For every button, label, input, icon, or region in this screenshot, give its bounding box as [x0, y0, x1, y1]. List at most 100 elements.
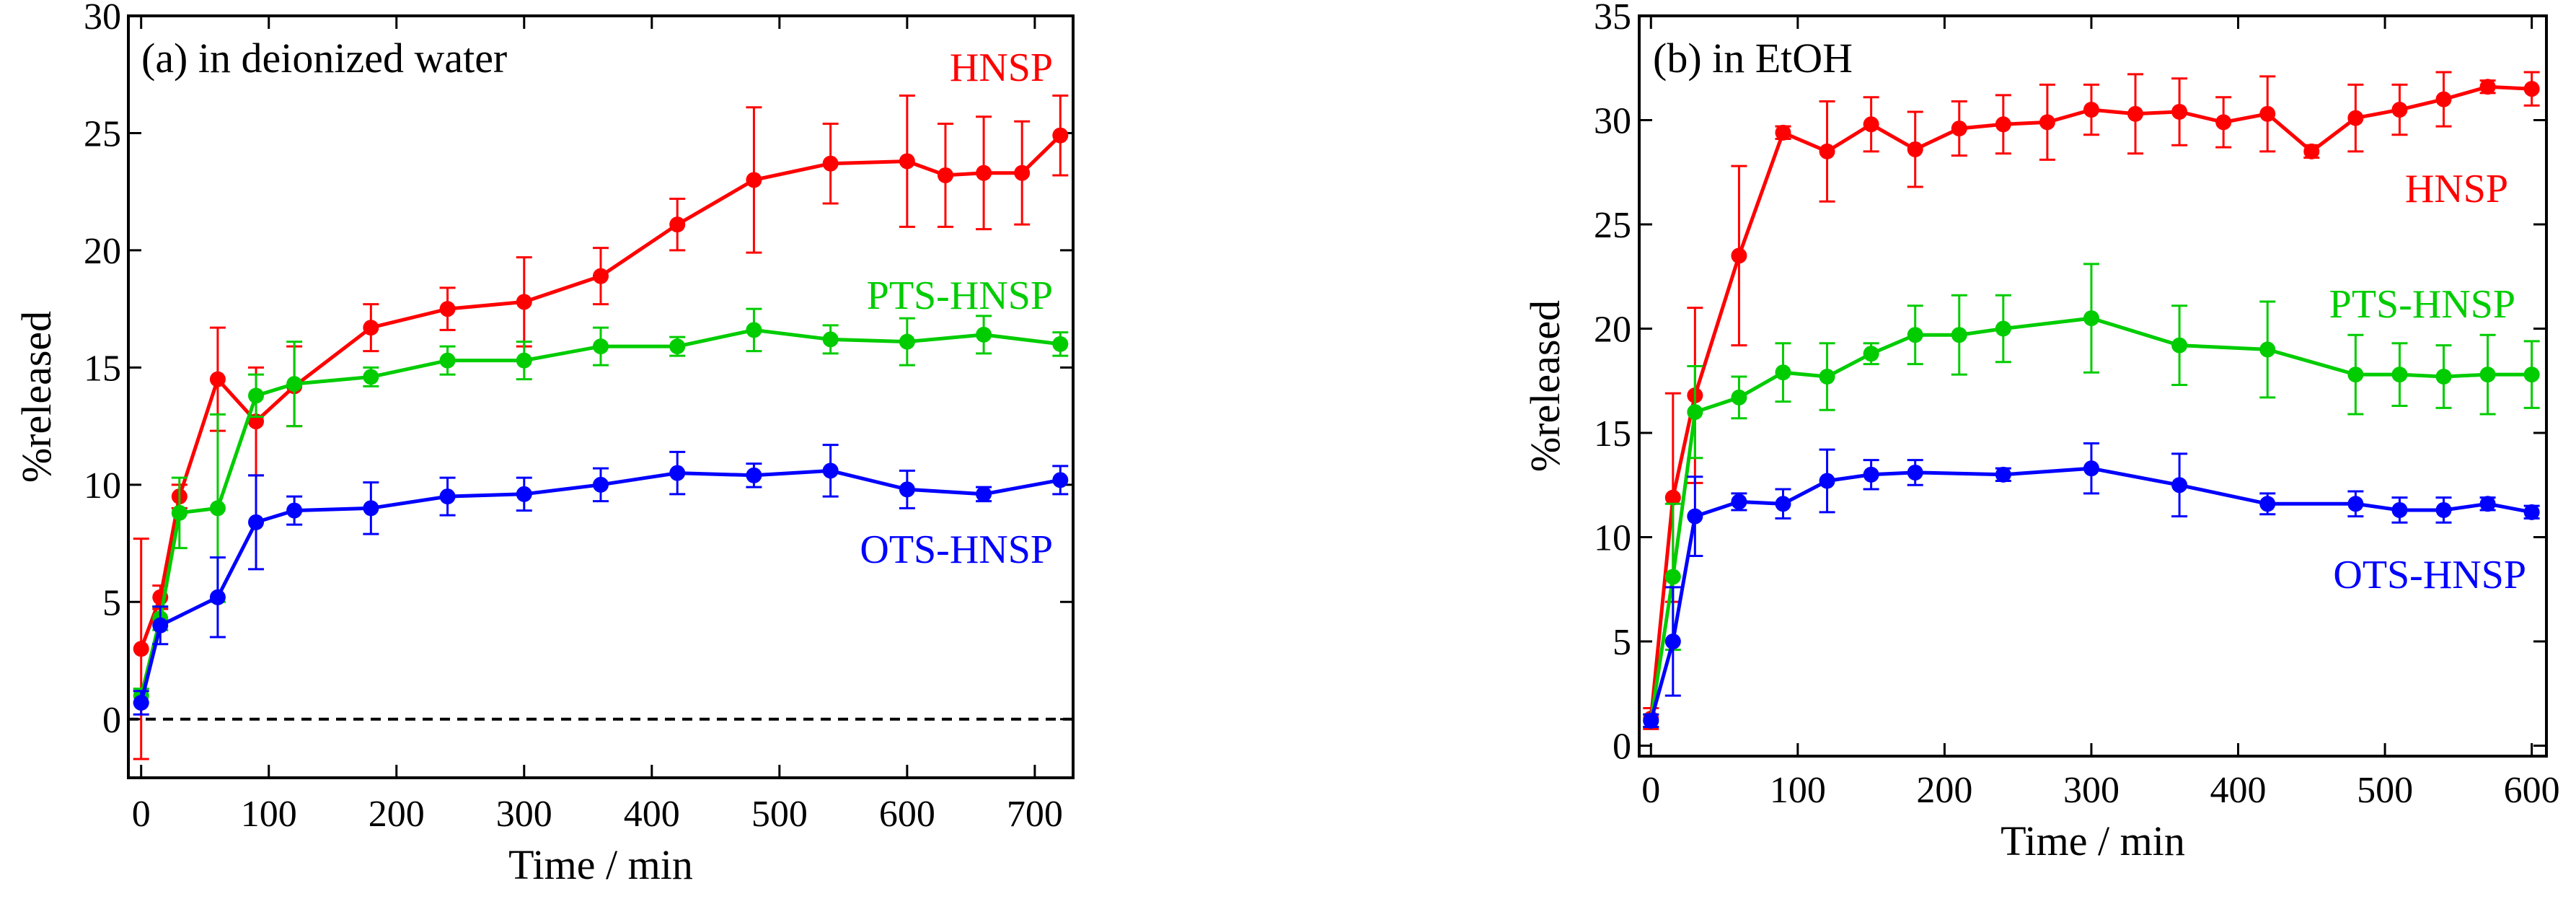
panel-a-data-point-ots-hnsp: [209, 589, 226, 605]
panel-b-data-point-pts-hnsp: [2391, 367, 2408, 383]
panel-a-series-label-ots-hnsp: OTS-HNSP: [860, 527, 1053, 572]
panel-a-data-point-ots-hnsp: [593, 476, 609, 493]
panel-b-data-point-pts-hnsp: [1819, 368, 1835, 385]
panel-b-data-point-pts-hnsp: [2435, 368, 2452, 385]
panel-a-x-tick-label: 500: [751, 794, 808, 835]
panel-a-data-point-hnsp: [516, 294, 532, 310]
panel-b-data-point-pts-hnsp: [1687, 404, 1703, 421]
panel-a-data-point-ots-hnsp: [976, 486, 992, 502]
panel-a-series-line-pts-hnsp: [139, 328, 1061, 696]
panel-a-data-point-ots-hnsp: [746, 467, 762, 483]
panel-b-data-point-ots-hnsp: [2171, 477, 2188, 494]
panel-b-data-point-hnsp: [2215, 114, 2232, 131]
panel-a-x-tick-label: 400: [624, 794, 680, 835]
panel-a-data-point-hnsp: [209, 371, 226, 387]
panel-b-y-tick-label: 0: [1613, 727, 1631, 768]
panel-b-data-point-hnsp: [2479, 79, 2496, 95]
panel-b-data-point-pts-hnsp: [2171, 337, 2188, 354]
panel-a-x-tick-label: 700: [1007, 794, 1063, 835]
panel-a-y-tick-label: 5: [102, 582, 121, 623]
panel-a-chart: 0 100 200 300 400 500 600 700 0 5 10 15 20 25 30 HNSP PT…: [13, 0, 1075, 888]
panel-a-data-point-ots-hnsp: [286, 502, 303, 519]
panel-b-data-point-ots-hnsp: [1775, 496, 1791, 512]
panel-a-data-point-hnsp: [1014, 165, 1031, 181]
panel-b-data-point-hnsp: [1995, 116, 2011, 133]
panel-b-data-point-hnsp: [2127, 105, 2144, 122]
panel-a-x-tick-label: 200: [369, 794, 425, 835]
panel-a-data-point-pts-hnsp: [593, 338, 609, 355]
panel-a-data-point-ots-hnsp: [516, 486, 532, 502]
panel-b-series-line-hnsp: [1649, 84, 2532, 719]
panel-b-data-point-pts-hnsp: [2479, 367, 2496, 383]
panel-a-y-tick-label: 30: [84, 0, 121, 38]
panel-a-data-point-pts-hnsp: [248, 387, 265, 404]
panel-b-data-point-ots-hnsp: [1863, 466, 1879, 483]
panel-a-data-point-pts-hnsp: [209, 500, 226, 517]
panel-a-data-point-ots-hnsp: [822, 462, 839, 479]
panel-b-data-point-pts-hnsp: [2347, 367, 2364, 383]
panel-b-y-tick-label: 10: [1594, 518, 1631, 559]
panel-b-data-point-hnsp: [2303, 143, 2320, 159]
panel-b-data-point-ots-hnsp: [1687, 508, 1703, 525]
panel-a-data-point-hnsp: [746, 172, 762, 188]
panel-b-data-point-pts-hnsp: [1775, 364, 1791, 381]
panel-b-y-tick-label: 35: [1594, 0, 1631, 38]
panel-a-data-point-ots-hnsp: [152, 617, 169, 633]
panel-b-chart: 0 100 200 300 400 500 600 0 5 10 15 20 25 30 35 HNSP PTS…: [1522, 0, 2560, 864]
panel-b-data-point-pts-hnsp: [1907, 327, 1923, 343]
panel-a-data-point-pts-hnsp: [746, 322, 762, 338]
panel-a-data-point-ots-hnsp: [1052, 472, 1069, 488]
panel-b-data-point-ots-hnsp: [1907, 464, 1923, 481]
panel-b-title: (b) in EtOH: [1653, 35, 1853, 82]
panel-a-x-tick-label: 600: [879, 794, 935, 835]
panel-b-x-tick-label: 300: [2063, 770, 2120, 811]
panel-b-data-point-hnsp: [1819, 143, 1835, 159]
panel-b-x-tick-label: 400: [2210, 770, 2267, 811]
panel-a-data-point-hnsp: [976, 165, 992, 181]
panel-a-data-point-hnsp: [133, 641, 149, 657]
panel-b-data-point-pts-hnsp: [1731, 389, 1747, 405]
panel-a-data-point-hnsp: [439, 301, 456, 317]
panel-b-data-point-ots-hnsp: [1819, 473, 1835, 489]
panel-b-x-tick-label: 100: [1770, 770, 1826, 811]
panel-b-data-point-ots-hnsp: [2435, 501, 2452, 518]
panel-b-data-point-ots-hnsp: [2391, 501, 2408, 518]
panel-b-x-axis-title: Time / min: [2001, 817, 2185, 864]
panel-a-data-point-ots-hnsp: [133, 695, 149, 711]
panel-a-y-axis-title: %released: [13, 311, 60, 483]
panel-b-y-tick-label: 25: [1594, 205, 1631, 246]
panel-a-y-tick-label: 20: [84, 231, 121, 272]
panel-a-x-tick-label: 100: [241, 794, 297, 835]
panel-a-data-point-pts-hnsp: [171, 504, 188, 521]
panel-b-y-tick-label: 30: [1594, 101, 1631, 142]
panel-b-series-label-ots-hnsp: OTS-HNSP: [2333, 553, 2526, 597]
panel-b-data-point-ots-hnsp: [1731, 494, 1747, 510]
panel-a-series-line-ots-hnsp: [139, 468, 1061, 703]
panel-b-data-point-hnsp: [1863, 116, 1879, 133]
panel-a-data-point-hnsp: [669, 216, 686, 233]
panel-b-y-tick-label: 20: [1594, 310, 1631, 351]
panel-b-data-point-ots-hnsp: [2479, 496, 2496, 512]
panel-a-data-point-pts-hnsp: [822, 331, 839, 348]
panel-b-data-point-hnsp: [1731, 247, 1747, 264]
panel-a-title: (a) in deionized water: [141, 35, 507, 82]
panel-a-series-label-pts-hnsp: PTS-HNSP: [867, 273, 1053, 318]
panel-b-data-point-hnsp: [2039, 114, 2055, 131]
panel-b-series-label-hnsp: HNSP: [2405, 167, 2508, 211]
panel-a-data-point-hnsp: [1052, 127, 1069, 144]
panel-b-y-tick-label: 5: [1613, 622, 1631, 663]
panel-b-data-point-pts-hnsp: [2523, 367, 2540, 383]
panel-a-data-point-hnsp: [593, 268, 609, 284]
panel-b-data-point-ots-hnsp: [2347, 496, 2364, 512]
panel-b-data-point-hnsp: [2259, 105, 2276, 122]
panel-a-series-label-hnsp: HNSP: [950, 45, 1053, 90]
panel-a-y-tick-label: 15: [84, 348, 121, 389]
panel-b-series-label-pts-hnsp: PTS-HNSP: [2329, 282, 2515, 327]
panel-a-data-point-hnsp: [937, 167, 953, 183]
panel-b-data-point-pts-hnsp: [1664, 569, 1681, 585]
panel-b-data-point-ots-hnsp: [2259, 496, 2276, 512]
panel-a-data-point-pts-hnsp: [1052, 336, 1069, 352]
panel-a-data-point-pts-hnsp: [669, 338, 686, 355]
panel-b-x-tick-label: 200: [1916, 770, 1972, 811]
panel-a-data-point-pts-hnsp: [286, 376, 303, 393]
